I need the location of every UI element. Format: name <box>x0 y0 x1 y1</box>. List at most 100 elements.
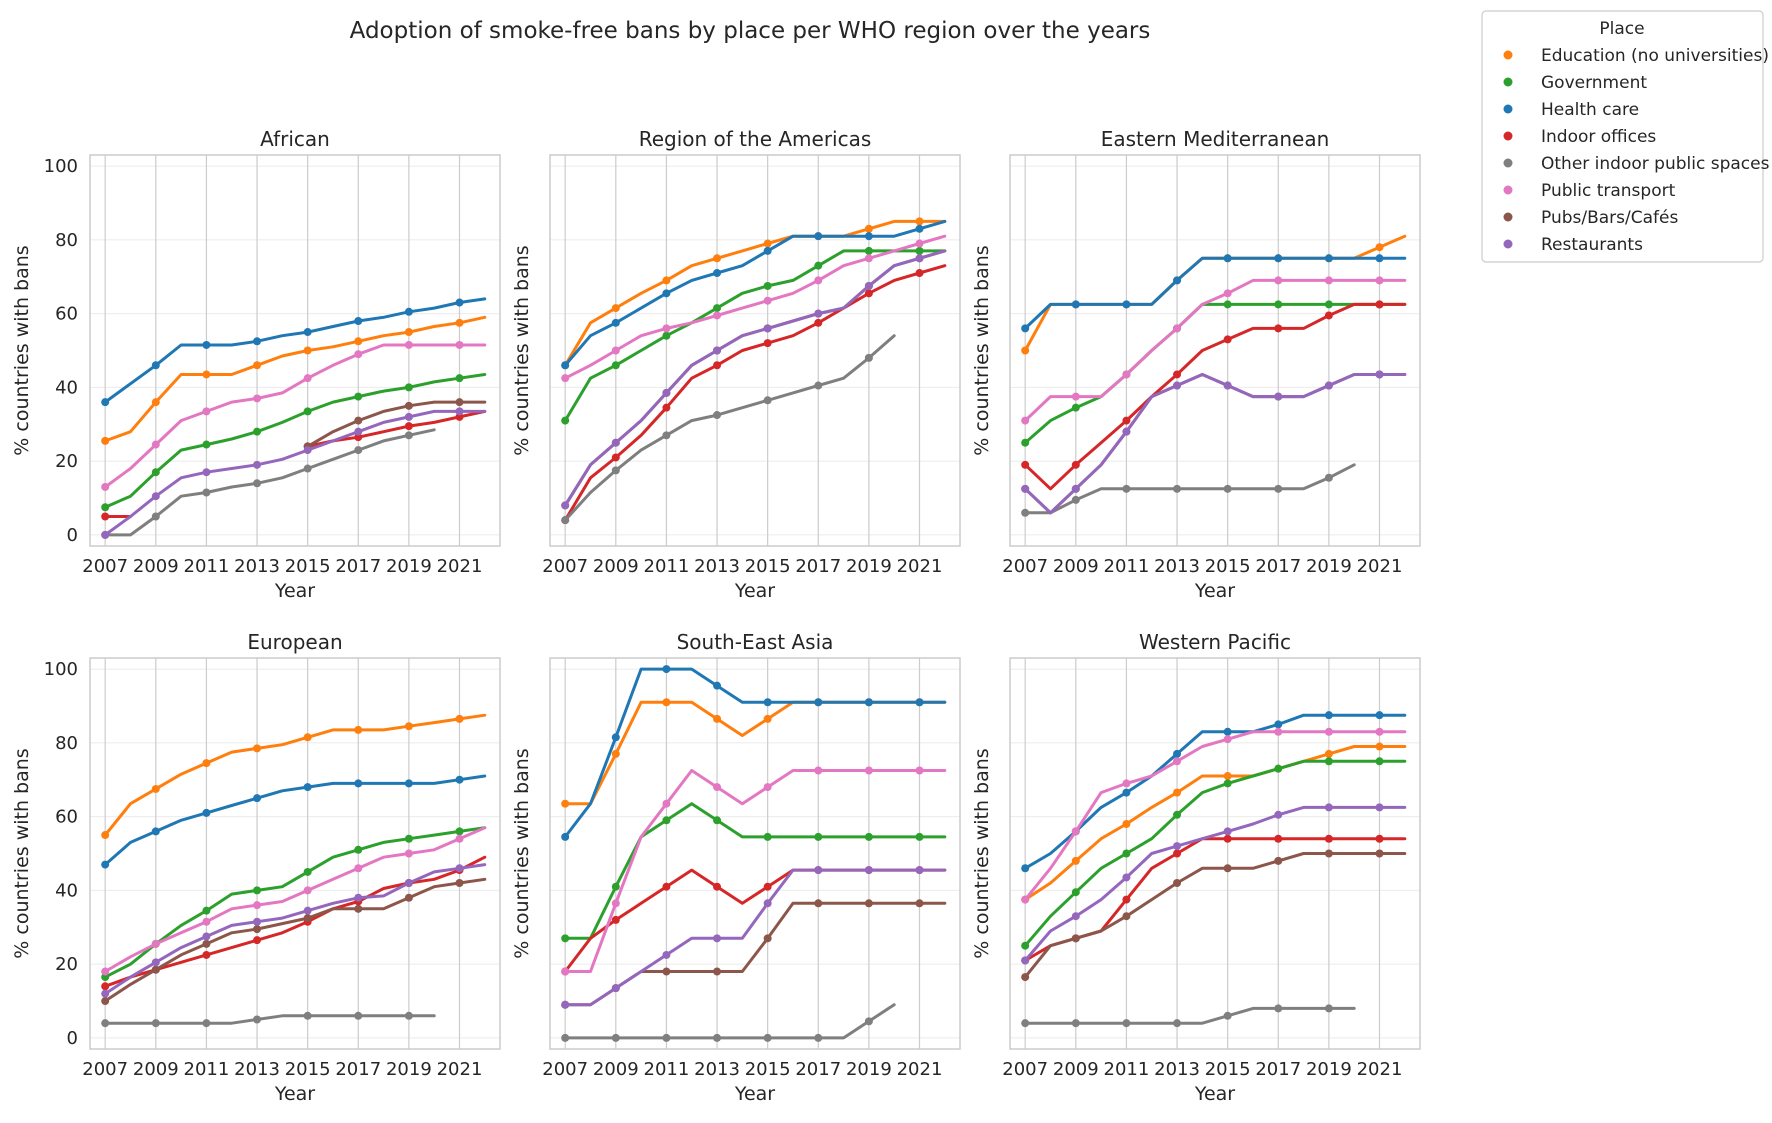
data-point <box>915 246 924 255</box>
legend-marker <box>1503 212 1513 222</box>
subplot-eastern-mediterranean: 2007 2009 2011 2013 2015 2017 2019 2021 Eastern … <box>971 127 1421 602</box>
data-point <box>1223 727 1232 736</box>
data-point <box>662 816 671 825</box>
data-point <box>713 346 722 355</box>
data-point <box>1071 856 1080 865</box>
data-point <box>1021 956 1030 965</box>
data-point <box>713 304 722 313</box>
data-point <box>1071 1019 1080 1028</box>
data-point <box>1324 311 1333 320</box>
data-point <box>763 934 772 943</box>
data-point <box>404 383 413 392</box>
data-point <box>1122 912 1131 921</box>
data-point <box>611 304 620 313</box>
data-point <box>151 827 160 836</box>
data-point <box>303 733 312 742</box>
series-line-government <box>563 802 947 940</box>
data-point <box>455 864 464 873</box>
data-point <box>1122 416 1131 425</box>
data-point <box>662 967 671 976</box>
data-point <box>814 381 823 390</box>
x-tick-label: 2021 <box>437 556 483 577</box>
plot-frame <box>1009 657 1421 1050</box>
data-point <box>864 353 873 362</box>
data-point <box>561 416 570 425</box>
data-point <box>253 427 262 436</box>
x-tick-label: 2007 <box>1002 556 1048 577</box>
data-point <box>915 766 924 775</box>
data-point <box>1173 849 1182 858</box>
y-tick-label: 20 <box>55 451 78 472</box>
data-point <box>253 744 262 753</box>
data-point <box>202 906 211 915</box>
x-tick-label: 2017 <box>335 1059 381 1080</box>
x-tick-label: 2021 <box>897 556 943 577</box>
data-point <box>662 388 671 397</box>
x-tick-label: 2017 <box>335 556 381 577</box>
plot-frame <box>89 657 501 1050</box>
data-point <box>303 328 312 337</box>
y-tick-label: 20 <box>55 954 78 975</box>
subplot-title: African <box>260 127 330 151</box>
data-point <box>455 412 464 421</box>
data-point <box>561 799 570 808</box>
x-tick-label: 2013 <box>694 1059 740 1080</box>
data-point <box>354 1011 363 1020</box>
series-line-government <box>563 249 947 423</box>
data-point <box>915 254 924 263</box>
data-point <box>404 401 413 410</box>
data-point <box>1375 300 1384 309</box>
data-point <box>1324 254 1333 263</box>
data-point <box>611 882 620 891</box>
x-axis-label: Year <box>1194 580 1235 602</box>
series-line-pubs-bars-caf-s <box>103 877 487 1003</box>
data-point <box>253 917 262 926</box>
y-axis-label: % countries with bans <box>511 245 533 455</box>
data-point <box>1173 788 1182 797</box>
data-point <box>1274 810 1283 819</box>
data-point <box>611 984 620 993</box>
data-point <box>202 468 211 477</box>
x-axis-label: Year <box>1194 1083 1235 1105</box>
data-point <box>1274 764 1283 773</box>
series-line-other-indoor-public-spaces <box>563 1003 896 1040</box>
data-point <box>1324 834 1333 843</box>
data-point <box>561 934 570 943</box>
data-point <box>814 832 823 841</box>
data-point <box>1274 324 1283 333</box>
data-point <box>202 759 211 768</box>
data-point <box>611 733 620 742</box>
data-point <box>662 665 671 674</box>
data-point <box>1122 300 1131 309</box>
x-axis-label: Year <box>274 1083 315 1105</box>
x-tick-label: 2009 <box>1053 1059 1099 1080</box>
data-point <box>915 269 924 278</box>
data-point <box>1173 842 1182 851</box>
data-point <box>611 453 620 462</box>
data-point <box>763 899 772 908</box>
data-point <box>1375 370 1384 379</box>
data-point <box>202 950 211 959</box>
data-point <box>101 512 110 521</box>
data-point <box>1274 300 1283 309</box>
data-point <box>763 296 772 305</box>
series-line-government <box>1023 302 1407 445</box>
data-point <box>713 361 722 370</box>
data-point <box>915 217 924 226</box>
data-point <box>763 339 772 348</box>
data-point <box>1223 1011 1232 1020</box>
x-tick-label: 2011 <box>184 556 230 577</box>
data-point <box>253 886 262 895</box>
x-tick-label: 2015 <box>285 556 331 577</box>
data-point <box>151 965 160 974</box>
data-point <box>455 879 464 888</box>
data-point <box>303 446 312 455</box>
data-point <box>713 934 722 943</box>
x-tick-label: 2017 <box>795 1059 841 1080</box>
data-point <box>455 374 464 383</box>
data-point <box>303 1011 312 1020</box>
data-point <box>354 904 363 913</box>
series-line-indoor-offices <box>1023 302 1407 491</box>
data-point <box>864 832 873 841</box>
